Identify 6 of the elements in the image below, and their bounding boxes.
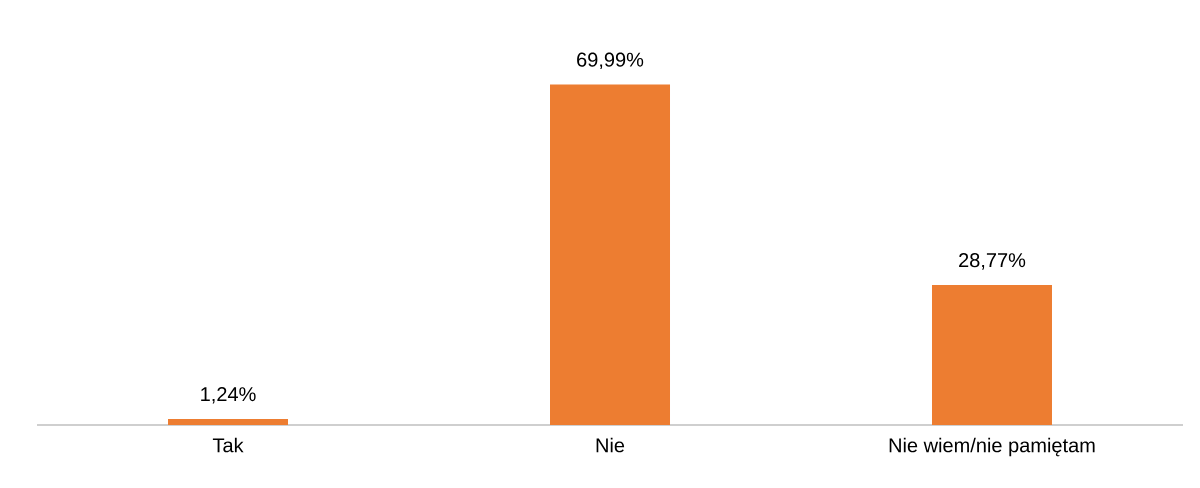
x-tick-label: Nie — [596, 437, 625, 453]
data-label: 1,24% — [201, 387, 256, 404]
x-tick-label: Nie wiem/nie pamiętam — [889, 437, 1095, 457]
data-label: 69,99% — [577, 52, 644, 70]
data-label: 28,77% — [959, 253, 1026, 270]
x-tick-label: Tak — [212, 437, 244, 453]
